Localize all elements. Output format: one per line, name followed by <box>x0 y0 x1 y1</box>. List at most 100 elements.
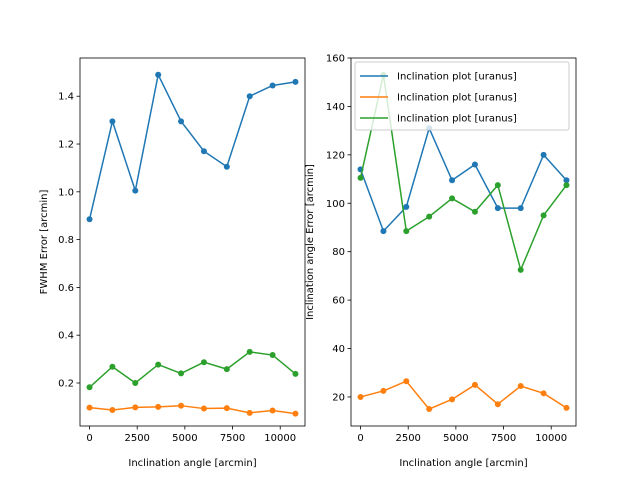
chart1-y-tick-label-1: 40 <box>332 344 345 355</box>
chart0-series-1-point-8 <box>269 407 276 414</box>
chart1-y-tick-label-6: 140 <box>326 102 345 113</box>
chart1-series-2-point-9 <box>563 182 570 189</box>
chart1-y-tick-label-4: 100 <box>326 199 345 210</box>
chart0-series-1-point-9 <box>292 410 299 417</box>
chart0-series-2-line <box>89 351 296 388</box>
chart1-legend-label-1: Inclination plot [uranus] <box>397 93 517 104</box>
chart1-series-0-point-9 <box>563 177 570 184</box>
chart0-series-1-point-2 <box>132 404 139 411</box>
chart0-series-0-point-4 <box>178 118 185 125</box>
chart0-series-0-point-6 <box>223 163 230 170</box>
chart0-series-2-point-6 <box>223 366 230 373</box>
chart1-legend-box <box>354 61 570 131</box>
chart1-y-tick-label-0: 20 <box>332 392 345 403</box>
chart0-series-0-point-0 <box>86 216 93 223</box>
chart1-series-0-point-2 <box>403 203 410 210</box>
chart0-y-tick-label-0: 0.2 <box>58 378 74 389</box>
chart1-series-0-point-1 <box>380 228 387 235</box>
chart0-y-axis-label: FWHM Error [arcmin] <box>39 190 50 295</box>
chart1-series-1-point-4 <box>449 396 456 403</box>
chart1-series-0-point-6 <box>494 205 501 212</box>
chart1-series-1-point-9 <box>563 404 570 411</box>
chart0-series-1-point-4 <box>178 402 185 409</box>
chart1-y-tick-label-5: 120 <box>326 150 345 161</box>
chart1-x-tick-label-0: 0 <box>357 433 363 444</box>
right-chart-inclination-error: 0 2500 5000 7500 10000 20 40 60 80 100 120 140 160 In… <box>305 54 577 469</box>
chart0-x-tick-label-3: 7500 <box>220 433 245 444</box>
chart0-series-2-point-4 <box>178 370 185 377</box>
chart1-series-1-point-2 <box>403 378 410 385</box>
chart1-series-2-point-5 <box>471 208 478 215</box>
chart1-y-tick-label-7: 160 <box>326 54 345 65</box>
chart0-y-tick-label-6: 1.4 <box>58 92 74 103</box>
chart0-series-0-point-7 <box>246 93 253 100</box>
chart0-y-tick-label-3: 0.8 <box>58 235 74 246</box>
chart0-series-1-point-0 <box>86 404 93 411</box>
chart0-series-2-point-1 <box>109 363 116 370</box>
chart1-legend-label-2: Inclination plot [uranus] <box>397 114 517 125</box>
chart1-series-1-point-1 <box>380 387 387 394</box>
chart1-series-0-point-5 <box>471 161 478 168</box>
chart1-series-2-point-7 <box>517 266 524 273</box>
chart0-series-0-point-3 <box>155 71 162 78</box>
chart0-y-tick-label-5: 1.2 <box>58 140 74 151</box>
chart1-x-tick-label-4: 10000 <box>535 433 567 444</box>
chart0-series-0-line <box>88 72 296 220</box>
chart1-series-1-point-8 <box>540 390 547 397</box>
left-chart-fwhm-error: 0 2500 5000 7500 10000 0.2 0.4 0.6 0.8 1.0 1.2 1.4 I… <box>39 57 306 469</box>
chart1-y-axis-label: Inclination angle Error [arcmin] <box>305 164 316 320</box>
chart0-series-1-point-1 <box>109 406 116 413</box>
chart0-series-2-point-9 <box>292 370 299 377</box>
chart1-series-0-line <box>359 126 568 233</box>
chart0-series-1-point-5 <box>200 405 207 412</box>
chart0-x-tick-label-0: 0 <box>86 433 92 444</box>
chart0-series-1-point-6 <box>223 405 230 412</box>
chart0-y-tick-label-1: 0.4 <box>58 331 74 342</box>
chart1-axes-frame <box>350 57 577 427</box>
chart1-y-tick-label-2: 60 <box>332 296 345 307</box>
chart0-x-axis-label: Inclination angle [arcmin] <box>128 458 256 469</box>
chart1-series-0-point-4 <box>449 177 456 184</box>
chart1-x-tick-label-3: 7500 <box>491 433 516 444</box>
chart0-x-tick-label-2: 5000 <box>172 433 197 444</box>
chart0-series-2-point-5 <box>200 359 207 366</box>
chart0-series-1-line <box>89 404 296 415</box>
chart1-series-2-point-4 <box>449 195 456 202</box>
chart0-series-2-point-2 <box>132 379 139 386</box>
chart0-series-2-point-8 <box>269 352 276 359</box>
chart1-series-1-point-7 <box>517 383 524 390</box>
chart0-series-0-point-2 <box>132 187 139 194</box>
chart0-series-1-point-7 <box>246 409 253 416</box>
chart0-series-1-point-3 <box>155 403 162 410</box>
chart1-x-axis-label: Inclination angle [arcmin] <box>399 458 527 469</box>
chart1-series-1-line <box>360 380 567 410</box>
chart1-x-tick-label-2: 5000 <box>443 433 468 444</box>
chart0-series-0-point-1 <box>109 118 116 125</box>
chart1-series-1-point-3 <box>426 406 433 413</box>
chart0-y-tick-label-4: 1.0 <box>58 187 74 198</box>
chart1-series-1-point-5 <box>471 381 478 388</box>
chart1-legend-label-0: Inclination plot [uranus] <box>397 72 517 83</box>
chart0-y-tick-label-2: 0.6 <box>58 283 74 294</box>
chart1-series-2-point-2 <box>403 228 410 235</box>
chart1-series-2-line <box>359 74 568 273</box>
chart1-series-2-point-8 <box>540 212 547 219</box>
chart1-series-1-point-6 <box>494 401 501 408</box>
chart1-series-2-point-3 <box>426 213 433 220</box>
chart1-series-2-point-0 <box>357 174 364 181</box>
chart1-y-tick-label-3: 80 <box>332 247 345 258</box>
chart1-series-0-point-7 <box>517 205 524 212</box>
chart0-axes-frame <box>79 57 306 427</box>
chart0-x-tick-label-1: 2500 <box>124 433 149 444</box>
chart1-x-tick-label-1: 2500 <box>395 433 420 444</box>
chart0-series-2-point-0 <box>86 384 93 391</box>
chart1-series-0-point-8 <box>540 151 547 158</box>
chart0-series-2-point-7 <box>246 348 253 355</box>
chart0-series-0-point-8 <box>269 82 276 89</box>
chart0-x-tick-label-4: 10000 <box>264 433 296 444</box>
chart0-series-2-point-3 <box>155 361 162 368</box>
chart0-series-0-point-9 <box>292 78 299 85</box>
chart0-series-0-point-5 <box>200 148 207 155</box>
chart1-legend: Inclination plot [uranus] Inclination plo… <box>354 61 570 131</box>
